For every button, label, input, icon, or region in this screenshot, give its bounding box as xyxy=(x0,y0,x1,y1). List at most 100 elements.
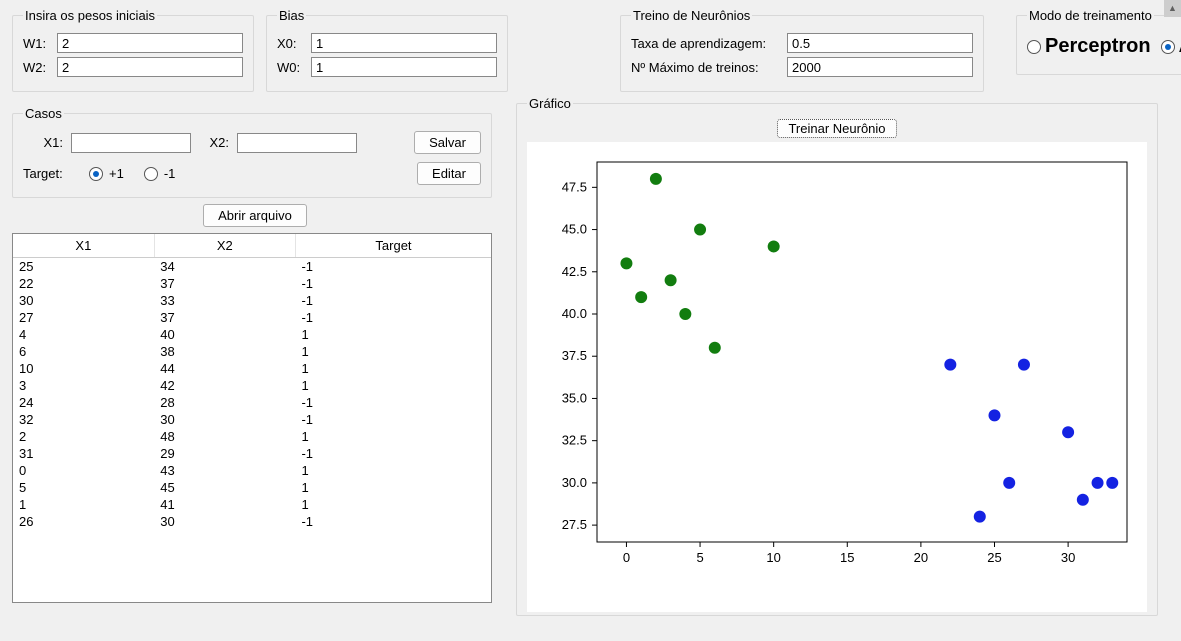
table-cell: 45 xyxy=(154,479,295,496)
table-cell: 33 xyxy=(154,292,295,309)
table-cell: 27 xyxy=(13,309,154,326)
table-cell: -1 xyxy=(295,394,491,411)
table-cell: -1 xyxy=(295,445,491,462)
target-plus-option[interactable]: +1 xyxy=(89,166,124,181)
table-row[interactable]: 1411 xyxy=(13,496,491,513)
x1-input[interactable] xyxy=(71,133,191,153)
bias-fieldset: Bias X0: W0: xyxy=(266,8,508,92)
table-header[interactable]: Target xyxy=(295,234,491,258)
table-cell: 38 xyxy=(154,343,295,360)
mode-adaline-option[interactable]: Adaline xyxy=(1161,35,1181,58)
table-row[interactable]: 2237-1 xyxy=(13,275,491,292)
table-cell: 28 xyxy=(154,394,295,411)
svg-text:32.5: 32.5 xyxy=(562,433,587,448)
table-row[interactable]: 3230-1 xyxy=(13,411,491,428)
table-row[interactable]: 5451 xyxy=(13,479,491,496)
abrir-arquivo-button[interactable]: Abrir arquivo xyxy=(203,204,307,227)
w2-input[interactable] xyxy=(57,57,243,77)
data-table-container: X1X2Target 2534-12237-13033-12737-144016… xyxy=(12,233,492,603)
table-cell: -1 xyxy=(295,309,491,326)
table-cell: 31 xyxy=(13,445,154,462)
w1-input[interactable] xyxy=(57,33,243,53)
table-row[interactable]: 2630-1 xyxy=(13,513,491,530)
scrollbar-up-icon[interactable] xyxy=(1164,0,1181,17)
table-cell: 5 xyxy=(13,479,154,496)
salvar-button[interactable]: Salvar xyxy=(414,131,481,154)
table-cell: 41 xyxy=(154,496,295,513)
mode-legend: Modo de treinamento xyxy=(1027,8,1154,23)
table-cell: 1 xyxy=(13,496,154,513)
w0-input[interactable] xyxy=(311,57,497,77)
svg-text:30.0: 30.0 xyxy=(562,475,587,490)
mode-perceptron-option[interactable]: Perceptron xyxy=(1027,35,1151,58)
table-cell: 2 xyxy=(13,428,154,445)
table-cell: 1 xyxy=(295,343,491,360)
table-row[interactable]: 3033-1 xyxy=(13,292,491,309)
table-row[interactable]: 6381 xyxy=(13,343,491,360)
table-row[interactable]: 10441 xyxy=(13,360,491,377)
table-cell: 1 xyxy=(295,479,491,496)
table-header[interactable]: X1 xyxy=(13,234,154,258)
max-label: Nº Máximo de treinos: xyxy=(631,60,781,75)
radio-icon xyxy=(144,167,158,181)
table-row[interactable]: 3129-1 xyxy=(13,445,491,462)
table-row[interactable]: 0431 xyxy=(13,462,491,479)
svg-text:37.5: 37.5 xyxy=(562,348,587,363)
table-cell: -1 xyxy=(295,258,491,276)
table-row[interactable]: 2534-1 xyxy=(13,258,491,276)
table-cell: 10 xyxy=(13,360,154,377)
max-input[interactable] xyxy=(787,57,973,77)
table-cell: 48 xyxy=(154,428,295,445)
casos-fieldset: Casos X1: X2: Salvar Target: +1 -1 xyxy=(12,106,492,198)
table-row[interactable]: 4401 xyxy=(13,326,491,343)
svg-text:0: 0 xyxy=(623,550,630,565)
mode-perceptron-label: Perceptron xyxy=(1045,35,1151,58)
table-cell: 43 xyxy=(154,462,295,479)
svg-text:27.5: 27.5 xyxy=(562,517,587,532)
svg-text:47.5: 47.5 xyxy=(562,179,587,194)
table-cell: 37 xyxy=(154,275,295,292)
training-legend: Treino de Neurônios xyxy=(631,8,752,23)
table-cell: -1 xyxy=(295,411,491,428)
x2-input[interactable] xyxy=(237,133,357,153)
training-fieldset: Treino de Neurônios Taxa de aprendizagem… xyxy=(620,8,984,92)
table-row[interactable]: 3421 xyxy=(13,377,491,394)
table-cell: 42 xyxy=(154,377,295,394)
table-cell: 30 xyxy=(154,513,295,530)
treinar-button[interactable]: Treinar Neurônio xyxy=(777,119,896,138)
radio-icon xyxy=(89,167,103,181)
table-cell: 3 xyxy=(13,377,154,394)
table-header[interactable]: X2 xyxy=(154,234,295,258)
svg-text:25: 25 xyxy=(987,550,1001,565)
svg-text:45.0: 45.0 xyxy=(562,222,587,237)
table-cell: 1 xyxy=(295,428,491,445)
target-minus-label: -1 xyxy=(164,166,176,181)
w1-label: W1: xyxy=(23,36,51,51)
svg-text:20: 20 xyxy=(914,550,928,565)
target-minus-option[interactable]: -1 xyxy=(144,166,176,181)
table-cell: 0 xyxy=(13,462,154,479)
svg-text:15: 15 xyxy=(840,550,854,565)
casos-legend: Casos xyxy=(23,106,64,121)
target-label: Target: xyxy=(23,166,69,181)
table-row[interactable]: 2737-1 xyxy=(13,309,491,326)
weights-fieldset: Insira os pesos iniciais W1: W2: xyxy=(12,8,254,92)
table-row[interactable]: 2481 xyxy=(13,428,491,445)
w0-label: W0: xyxy=(277,60,305,75)
svg-text:35.0: 35.0 xyxy=(562,390,587,405)
table-row[interactable]: 2428-1 xyxy=(13,394,491,411)
grafico-legend: Gráfico xyxy=(527,96,573,111)
table-cell: 37 xyxy=(154,309,295,326)
editar-button[interactable]: Editar xyxy=(417,162,481,185)
table-cell: 1 xyxy=(295,462,491,479)
table-cell: -1 xyxy=(295,513,491,530)
table-cell: -1 xyxy=(295,292,491,309)
svg-text:42.5: 42.5 xyxy=(562,264,587,279)
lr-input[interactable] xyxy=(787,33,973,53)
x0-input[interactable] xyxy=(311,33,497,53)
table-cell: 44 xyxy=(154,360,295,377)
weights-legend: Insira os pesos iniciais xyxy=(23,8,157,23)
svg-text:10: 10 xyxy=(766,550,780,565)
table-cell: 26 xyxy=(13,513,154,530)
table-cell: 40 xyxy=(154,326,295,343)
